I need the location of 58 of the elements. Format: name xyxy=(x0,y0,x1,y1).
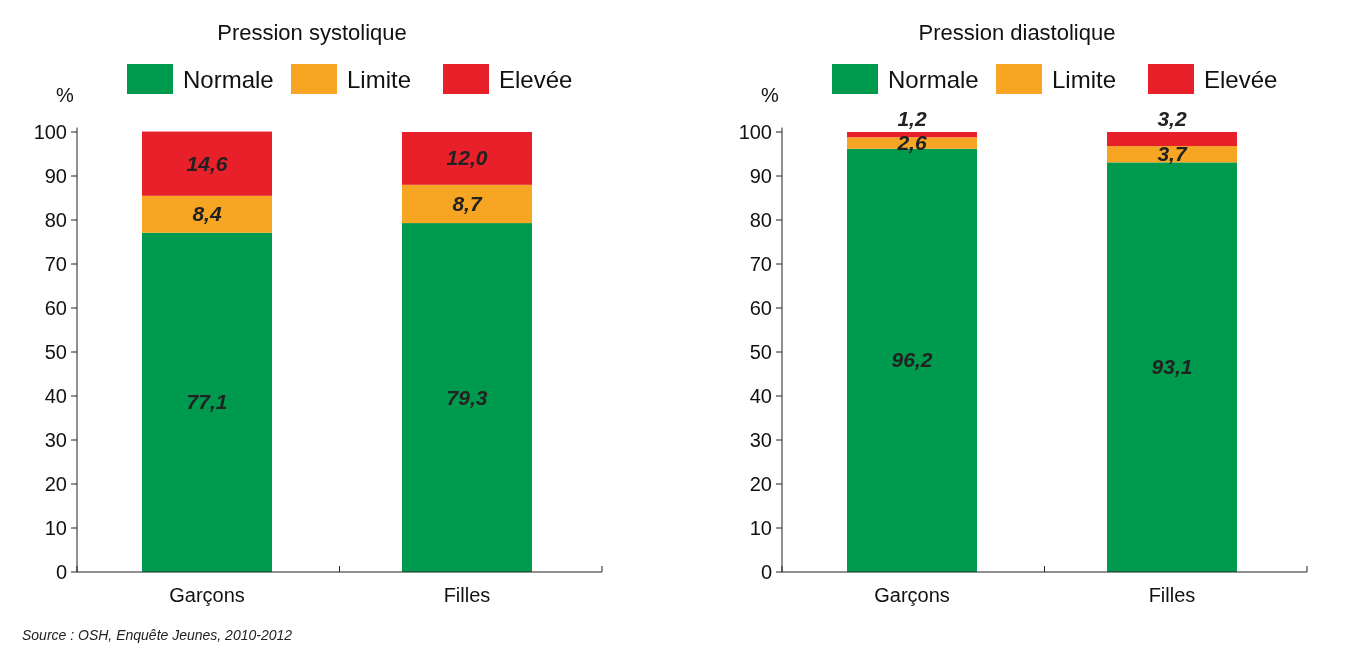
y-tick-label: 70 xyxy=(44,253,67,275)
y-tick-label: 90 xyxy=(749,165,772,187)
bar xyxy=(402,223,532,572)
legend-label: Normale xyxy=(888,66,979,93)
data-label: 2,6 xyxy=(896,131,927,154)
legend-label: Normale xyxy=(183,66,274,93)
y-tick-label: 50 xyxy=(44,341,67,363)
data-label: 3,2 xyxy=(1157,107,1187,130)
chart-title: Pression diastolique xyxy=(918,20,1116,45)
y-tick-label: 0 xyxy=(760,561,772,583)
y-tick-label: 90 xyxy=(44,165,67,187)
y-tick-label: 20 xyxy=(749,473,772,495)
x-tick-label: Filles xyxy=(1148,584,1196,606)
y-tick-label: 40 xyxy=(749,385,772,407)
y-tick-label: 10 xyxy=(749,517,772,539)
data-label: 8,4 xyxy=(192,202,222,226)
data-label: 93,1 xyxy=(1151,355,1193,379)
data-label: 12,0 xyxy=(446,146,488,170)
data-label: 96,2 xyxy=(891,348,933,372)
legend-label: Limite xyxy=(347,66,412,93)
legend-label: Limite xyxy=(1052,66,1117,93)
y-tick-label: 30 xyxy=(749,429,772,451)
data-label: 8,7 xyxy=(452,191,483,215)
y-tick-label: 50 xyxy=(749,341,772,363)
data-label: 1,2 xyxy=(897,107,927,130)
y-tick-label: 60 xyxy=(44,297,67,319)
x-tick-label: Garçons xyxy=(874,584,950,606)
chart-title: Pression systolique xyxy=(217,20,407,45)
y-tick-label: 20 xyxy=(44,473,67,495)
source-note: Source : OSH, Enquête Jeunes, 2010-2012 xyxy=(22,627,293,643)
y-tick-label: 70 xyxy=(749,253,772,275)
y-tick-label: 0 xyxy=(55,561,67,583)
data-label: 14,6 xyxy=(186,151,228,175)
x-tick-label: Filles xyxy=(443,584,491,606)
data-label: 3,7 xyxy=(1157,142,1188,166)
y-tick-label: 100 xyxy=(33,121,67,143)
y-tick-label: 40 xyxy=(44,385,67,407)
y-axis-title: % xyxy=(56,84,75,106)
bar xyxy=(402,132,532,185)
bar xyxy=(847,132,977,138)
bar xyxy=(142,195,272,233)
data-label: 77,1 xyxy=(186,390,228,414)
y-tick-label: 10 xyxy=(44,517,67,539)
legend-label: Elevée xyxy=(499,66,573,93)
x-tick-label: Garçons xyxy=(169,584,245,606)
bar xyxy=(1107,132,1237,147)
bar xyxy=(142,232,272,572)
bar xyxy=(1107,162,1237,572)
y-tick-label: 80 xyxy=(44,209,67,231)
bar xyxy=(142,131,272,196)
y-tick-label: 100 xyxy=(738,121,772,143)
y-tick-label: 80 xyxy=(749,209,772,231)
bar xyxy=(402,184,532,224)
y-tick-label: 30 xyxy=(44,429,67,451)
data-label: 79,3 xyxy=(446,385,488,409)
y-axis-title: % xyxy=(761,84,780,106)
legend-label: Elevée xyxy=(1204,66,1278,93)
y-tick-label: 60 xyxy=(749,297,772,319)
